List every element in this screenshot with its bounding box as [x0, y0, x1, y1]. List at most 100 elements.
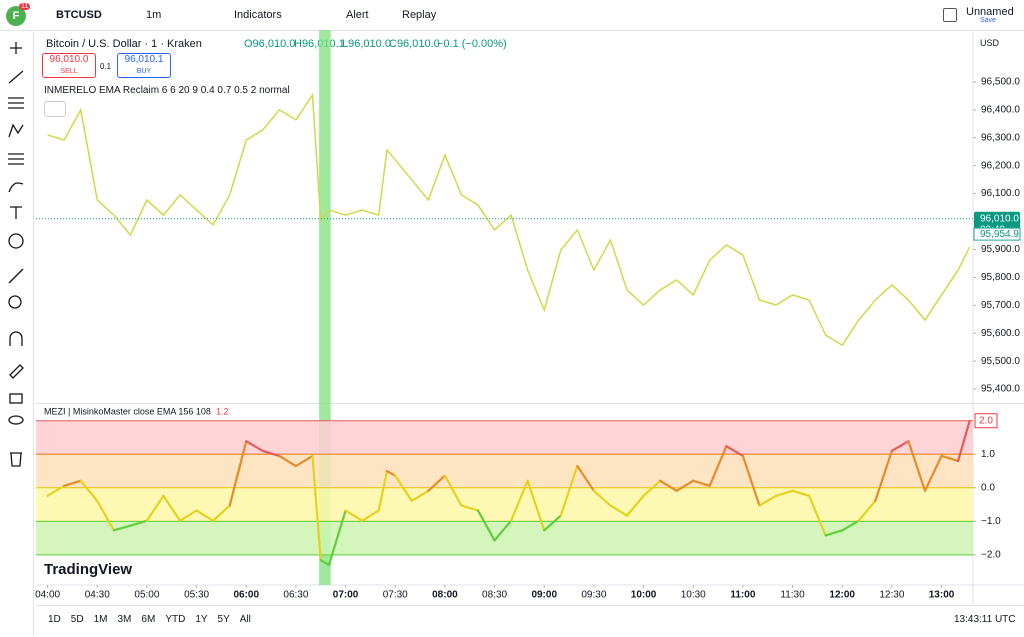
osc-line	[857, 499, 877, 522]
indicators[interactable]: Indicators	[234, 9, 282, 21]
x-tick-label: 05:00	[134, 590, 159, 601]
osc-line	[178, 509, 198, 522]
x-tick-label: 06:00	[233, 590, 259, 601]
save[interactable]: Save	[980, 17, 996, 24]
replay[interactable]: Replay	[402, 9, 437, 21]
osc-line	[228, 440, 248, 507]
ohlc-low: L96,010.0	[342, 38, 391, 50]
y-tick-label: 95,500.0	[981, 356, 1020, 367]
fib-icon[interactable]	[8, 97, 24, 109]
x-tick-label: 10:30	[681, 590, 706, 601]
osc-line	[808, 494, 827, 537]
interval[interactable]: 1m	[146, 9, 162, 21]
x-tick-label: 07:00	[333, 590, 359, 601]
pencil-icon[interactable]	[9, 364, 24, 379]
lock-icon[interactable]	[9, 393, 23, 404]
osc-line	[543, 514, 562, 532]
avatar[interactable]: F	[6, 6, 26, 26]
symbol[interactable]: BTCUSD	[56, 9, 102, 21]
text-icon[interactable]	[10, 206, 22, 219]
osc-line	[79, 479, 99, 502]
osc-line	[957, 419, 971, 463]
x-tick-label: 04:30	[85, 590, 110, 601]
ohlc-close: C96,010.0	[389, 38, 440, 50]
sell-button[interactable]: 96,010.0 SELL	[42, 53, 96, 78]
osc-line	[361, 509, 380, 522]
y-tick-label: 95,900.0	[981, 244, 1020, 255]
band	[36, 420, 973, 455]
range-button[interactable]: 3M	[117, 614, 132, 625]
alert[interactable]: Alert	[346, 9, 369, 21]
osc-line	[725, 445, 744, 458]
x-tick-label: 05:30	[184, 590, 209, 601]
range-button[interactable]: 1Y	[195, 614, 208, 625]
y-tick-label: 96,400.0	[981, 104, 1020, 115]
trendline-icon[interactable]	[8, 70, 24, 84]
bottom-bar	[36, 605, 1024, 637]
x-tick-label: 11:30	[780, 590, 805, 601]
crosshair-icon[interactable]	[10, 42, 22, 54]
osc-line	[427, 474, 447, 492]
range-button[interactable]: 6M	[141, 614, 156, 625]
ruler-icon[interactable]	[8, 268, 24, 284]
magnet-icon[interactable]	[9, 331, 23, 346]
osc-line	[940, 454, 960, 463]
x-tick-label: 09:00	[531, 590, 557, 601]
osc-line	[692, 479, 711, 487]
osc-line	[758, 494, 778, 507]
x-tick-label: 11:00	[730, 590, 755, 601]
pattern-icon[interactable]	[8, 123, 24, 138]
collapse-button[interactable]	[44, 101, 66, 117]
indicator-label: INMERELO EMA Reclaim 6 6 20 9 0.4 0.7 0.…	[44, 85, 290, 96]
x-tick-label: 10:00	[631, 590, 657, 601]
osc-line	[195, 509, 215, 522]
trash-icon[interactable]	[10, 452, 22, 467]
range-button[interactable]: 1M	[93, 614, 108, 625]
clock: 13:43:11 UTC	[954, 614, 1016, 625]
osc-line	[443, 474, 463, 507]
buy-button[interactable]: 96,010.1 BUY	[117, 53, 171, 78]
range-button[interactable]: 5D	[70, 614, 84, 625]
osc-line	[46, 484, 66, 497]
osc-line	[559, 464, 579, 517]
osc-line	[824, 529, 844, 537]
osc-line	[63, 479, 82, 487]
emoji-icon[interactable]	[8, 233, 24, 249]
osc-line	[642, 479, 662, 497]
osc-line	[510, 479, 529, 522]
y-tick-label: −1.0	[981, 516, 1001, 527]
legend-title: Bitcoin / U.S. Dollar · 1 · Kraken	[46, 38, 202, 50]
x-tick-label: 08:30	[482, 590, 507, 601]
range-button[interactable]: 5Y	[217, 614, 230, 625]
osc-line	[774, 489, 794, 497]
osc-line	[96, 499, 115, 532]
layout-name[interactable]: Unnamed	[966, 6, 1014, 18]
currency[interactable]: USD	[980, 38, 1000, 48]
osc-line	[874, 449, 893, 502]
band	[36, 454, 973, 488]
ranges: 1D 5D 1M 3M 6M YTD 1Y 5Y All	[48, 614, 261, 625]
brush-icon[interactable]	[8, 182, 24, 193]
left-icons	[8, 42, 24, 467]
range-button[interactable]: All	[239, 614, 251, 625]
osc-line	[385, 469, 397, 477]
top-toolbar	[0, 0, 1024, 31]
eye-icon[interactable]	[8, 415, 24, 425]
range-button[interactable]: 1D	[48, 614, 61, 625]
osc-line	[923, 454, 943, 492]
y-tick-label: 1.0	[981, 449, 995, 460]
y-tick-label: 95,700.0	[981, 300, 1020, 311]
osc-line	[327, 509, 347, 566]
x-tick-label: 09:30	[581, 590, 606, 601]
osc-title: MEZI | MisinkoMaster close EMA 156 108	[44, 406, 211, 416]
osc-line	[675, 479, 695, 492]
osc-line	[377, 469, 389, 512]
forecast-icon[interactable]	[8, 153, 24, 165]
range-button[interactable]: YTD	[165, 614, 186, 625]
y-tick-label: 95,400.0	[981, 384, 1020, 395]
osc-line	[344, 509, 364, 522]
osc-line	[476, 509, 496, 542]
ema-price-box	[973, 227, 1021, 241]
checkbox[interactable]	[943, 8, 957, 22]
zoom-icon[interactable]	[8, 295, 22, 309]
